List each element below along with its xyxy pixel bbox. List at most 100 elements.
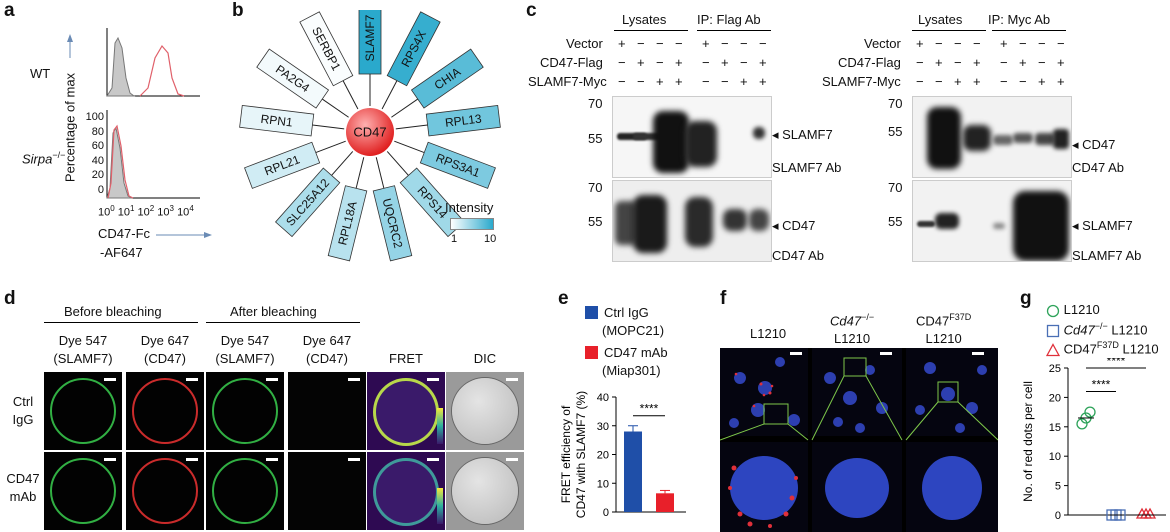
c-left-lysates: Lysates bbox=[622, 12, 667, 27]
lane-sign: + bbox=[935, 55, 943, 70]
c-left-bottom-blot bbox=[612, 180, 772, 262]
lane-sign: + bbox=[973, 55, 981, 70]
c-right-bottom-ab: SLAMF7 Ab bbox=[1072, 248, 1142, 263]
g-point-circle bbox=[1076, 418, 1088, 430]
protein-rect bbox=[244, 141, 321, 189]
circle-marker-icon bbox=[1046, 304, 1060, 317]
panel-b-legend-title: Intensity bbox=[445, 200, 494, 215]
cd47-center-circle bbox=[346, 108, 394, 156]
c-left-top-blot bbox=[612, 96, 772, 178]
c-left-mw-55a: 55 bbox=[588, 131, 603, 146]
sirpa-sup: −/− bbox=[52, 150, 66, 160]
lane-sign: − bbox=[740, 55, 748, 70]
legend-text: L1210 bbox=[1107, 322, 1148, 338]
ytick-label: 0 bbox=[1055, 510, 1061, 522]
c-right-row-slamf7myc: SLAMF7-Myc bbox=[822, 74, 901, 89]
ytick: 60 bbox=[91, 140, 104, 152]
c-right-ip-line bbox=[992, 30, 1066, 31]
xtick-exp: 0 bbox=[110, 204, 115, 213]
e-legend-label-2: CD47 mAb bbox=[604, 345, 668, 360]
panel-a-letter: a bbox=[4, 0, 15, 21]
c-left-ip-line bbox=[697, 30, 771, 31]
g-point-triangle bbox=[1143, 507, 1157, 519]
lane-sign: − bbox=[740, 36, 748, 51]
d-micrograph bbox=[126, 452, 204, 530]
lane-sign: − bbox=[618, 74, 626, 89]
lane-sign: + bbox=[973, 74, 981, 89]
protein-box: RPN1 bbox=[239, 104, 345, 137]
g-legend-2: Cd47−/− L1210 bbox=[1046, 321, 1147, 338]
ytick: 40 bbox=[91, 154, 104, 167]
cd47-center-label: CD47 bbox=[353, 125, 386, 140]
c-right-top-ab: CD47 Ab bbox=[1072, 160, 1125, 175]
protein-box: SERBP1 bbox=[299, 11, 359, 110]
d-micrograph bbox=[288, 452, 366, 530]
lane-sign: − bbox=[1038, 36, 1046, 51]
lane-sign: − bbox=[954, 36, 962, 51]
panel-b-legend-gradient bbox=[450, 218, 494, 230]
d-col-header: FRET bbox=[389, 351, 423, 366]
c-right-row-vector: Vector bbox=[864, 36, 901, 51]
panel-a-yticks: 100 80 60 40 20 0 bbox=[84, 110, 104, 197]
protein-box: RPL18A bbox=[327, 157, 368, 262]
d-micrograph bbox=[446, 452, 524, 530]
lane-sign: − bbox=[656, 55, 664, 70]
f-col3-label: CD47F37D L1210 bbox=[916, 308, 971, 348]
c-right-bottom-blot bbox=[912, 180, 1072, 262]
marker-text: CD47 bbox=[782, 218, 816, 233]
protein-box: SLAMF7 bbox=[358, 10, 382, 106]
ytick: 100 bbox=[85, 111, 104, 123]
c-right-lysates: Lysates bbox=[918, 12, 963, 27]
panel-a-xticks: 100 101 102 103 104 bbox=[98, 204, 194, 219]
ytick-label: 30 bbox=[597, 421, 609, 433]
col2-line2: L1210 bbox=[833, 331, 871, 347]
c-left-mw-70b: 70 bbox=[588, 180, 603, 195]
lane-sign: − bbox=[721, 36, 729, 51]
e-bar bbox=[656, 493, 674, 512]
col2-main: Cd47 bbox=[830, 313, 862, 329]
panel-b-legend-max: 10 bbox=[484, 233, 497, 245]
e-legend-swatch-2 bbox=[585, 346, 598, 359]
f-col2-label: Cd47−/− L1210 bbox=[830, 308, 874, 348]
c-left-top-ab: SLAMF7 Ab bbox=[772, 160, 842, 175]
xtick: 10 bbox=[98, 206, 111, 219]
c-left-bottom-marker: ◂ CD47 bbox=[772, 218, 816, 233]
col3-sup: F37D bbox=[949, 312, 972, 322]
lane-sign: − bbox=[916, 55, 924, 70]
xtick-exp: 2 bbox=[149, 204, 155, 213]
c-left-ip: IP: Flag Ab bbox=[697, 12, 761, 27]
d-before-line bbox=[44, 322, 198, 323]
lane-sign: − bbox=[1019, 74, 1027, 89]
c-left-mw-55b: 55 bbox=[588, 214, 603, 229]
e-ylabel: FRET efficiency ofCD47 with SLAMF7 (%) bbox=[559, 391, 588, 518]
legend-text: L1210 bbox=[1118, 341, 1159, 357]
sirpa-text: Sirpa bbox=[22, 151, 53, 167]
c-right-bottom-marker: ◂ SLAMF7 bbox=[1072, 218, 1133, 233]
lane-sign: − bbox=[675, 36, 683, 51]
g-legend-3: CD47F37D L1210 bbox=[1045, 340, 1159, 357]
protein-rect bbox=[386, 11, 441, 87]
lane-sign: + bbox=[1038, 74, 1046, 89]
d-before-label: Before bleaching bbox=[64, 304, 162, 319]
lane-sign: + bbox=[954, 74, 962, 89]
c-right-ip: IP: Myc Ab bbox=[988, 12, 1051, 27]
ytick-label: 20 bbox=[1049, 392, 1061, 404]
protein-box: UQCRC2 bbox=[372, 157, 413, 262]
protein-rect bbox=[372, 185, 413, 262]
col3-main: CD47 bbox=[916, 313, 950, 329]
lane-sign: + bbox=[637, 55, 645, 70]
lane-sign: + bbox=[618, 36, 626, 51]
ytick-label: 15 bbox=[1049, 422, 1061, 434]
xtick-exp: 3 bbox=[169, 204, 174, 213]
panel-b-legend-min: 1 bbox=[451, 233, 458, 245]
e-legend-sub-2: (Miap301) bbox=[602, 363, 661, 378]
lane-sign: + bbox=[1057, 55, 1065, 70]
legend-sup: −/− bbox=[1094, 321, 1108, 331]
lane-sign: + bbox=[1057, 74, 1065, 89]
c-left-bottom-ab: CD47 Ab bbox=[772, 248, 825, 263]
protein-rect bbox=[327, 185, 368, 262]
lane-sign: − bbox=[637, 36, 645, 51]
d-micrograph bbox=[206, 372, 284, 450]
c-right-row-cd47flag: CD47-Flag bbox=[838, 55, 901, 70]
lane-sign: + bbox=[759, 55, 767, 70]
